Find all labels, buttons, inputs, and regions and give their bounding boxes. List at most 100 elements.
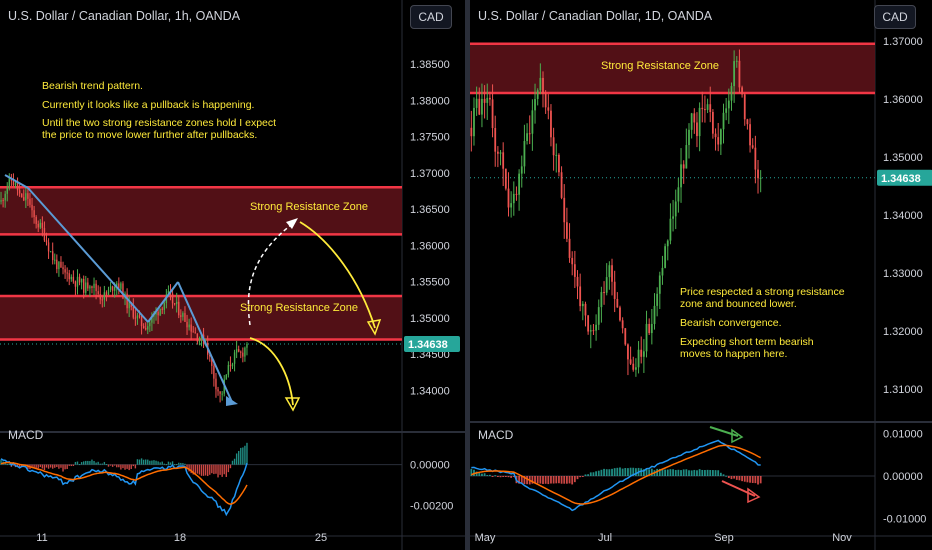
left-macd-histogram-bar xyxy=(244,445,246,465)
right-candle xyxy=(674,201,677,217)
left-macd-histogram-bar xyxy=(105,464,108,466)
left-candle xyxy=(161,308,163,310)
right-candle xyxy=(528,133,531,135)
left-macd-histogram-bar xyxy=(83,461,85,465)
left-macd-histogram-bar xyxy=(171,461,174,465)
left-macd-histogram-bar xyxy=(99,463,101,465)
left-macd-histogram-bar xyxy=(134,464,137,469)
left-candle xyxy=(70,276,72,280)
right-x-tick-label: Sep xyxy=(714,532,734,544)
left-macd-histogram-bar xyxy=(60,464,62,468)
right-candle xyxy=(502,152,505,169)
right-candle xyxy=(749,124,751,146)
right-candle xyxy=(515,193,518,195)
right-macd-histogram-bar xyxy=(489,474,491,476)
left-x-tick-label: 25 xyxy=(315,532,327,544)
left-candle xyxy=(87,282,89,289)
right-macd-divergence-up xyxy=(709,426,739,437)
right-macd-histogram-bar xyxy=(722,474,725,476)
right-macd-histogram-bar xyxy=(579,476,582,478)
right-candle xyxy=(555,154,558,156)
left-candle xyxy=(149,322,151,327)
left-candle xyxy=(138,315,141,317)
right-macd-histogram-bar xyxy=(725,475,728,477)
right-candle xyxy=(489,97,491,100)
right-chart-svg[interactable]: 1.37000 1.36000 1.35000 1.34000 1.33000 1.320… xyxy=(470,0,932,550)
left-macd-histogram-bar xyxy=(231,460,234,465)
left-candle xyxy=(238,349,240,352)
right-macd-histogram-bar xyxy=(605,469,608,476)
left-candle xyxy=(136,315,139,319)
right-macd-histogram-bar xyxy=(677,469,680,476)
left-macd-histogram-bar xyxy=(101,463,103,465)
right-macd-histogram-bar xyxy=(576,476,579,480)
left-candle xyxy=(194,332,196,334)
right-currency-button[interactable]: CAD xyxy=(874,5,916,29)
left-resistance-zone-1 xyxy=(0,187,402,235)
left-y-tick-label: 1.38500 xyxy=(410,59,450,71)
left-candle xyxy=(163,302,165,310)
right-macd-label: MACD xyxy=(478,428,514,442)
left-candle xyxy=(33,210,35,217)
right-macd-histogram-bar xyxy=(558,476,560,484)
right-macd-histogram-bar xyxy=(507,476,510,478)
right-macd-histogram-bar xyxy=(616,467,619,476)
right-candle xyxy=(682,164,685,169)
left-macd-histogram-bar xyxy=(145,459,147,465)
left-candle xyxy=(39,222,41,228)
right-candle xyxy=(523,140,526,167)
left-macd-histogram-bar xyxy=(238,450,240,465)
right-candle xyxy=(534,98,536,111)
right-candle xyxy=(616,298,619,308)
left-macd-histogram-bar xyxy=(52,464,54,469)
right-note-line2: zone and bounced lower. xyxy=(680,298,797,310)
right-candle xyxy=(645,323,648,352)
left-candle xyxy=(93,283,95,289)
right-candle xyxy=(605,277,608,293)
left-macd-label: MACD xyxy=(8,428,44,442)
right-candle xyxy=(499,152,502,154)
right-macd-histogram-bar xyxy=(619,467,621,476)
left-candle xyxy=(72,276,75,282)
right-macd-histogram-bar xyxy=(539,476,542,484)
right-candle xyxy=(481,98,483,115)
left-candle xyxy=(151,316,153,323)
right-macd-histogram-bar xyxy=(475,471,478,476)
right-chart-panel[interactable]: 1.37000 1.36000 1.35000 1.34000 1.33000 1.320… xyxy=(470,0,932,550)
left-candle xyxy=(58,261,60,270)
left-currency-button[interactable]: CAD xyxy=(410,5,452,29)
left-macd-histogram-bar xyxy=(107,464,110,467)
right-macd-histogram-bar xyxy=(560,476,563,484)
left-candle xyxy=(45,240,48,243)
right-candle xyxy=(693,113,696,123)
right-candle xyxy=(690,113,693,130)
right-candle xyxy=(619,307,621,321)
left-macd-histogram-bar xyxy=(103,461,106,465)
right-macd-histogram-bar xyxy=(523,476,526,485)
right-macd-histogram-bar xyxy=(481,473,483,476)
right-note-line4: Expecting short term bearish xyxy=(680,336,814,348)
left-macd-histogram-bar xyxy=(97,461,99,465)
right-candle xyxy=(542,77,544,94)
right-candle xyxy=(717,137,720,145)
right-macd-histogram-bar xyxy=(656,468,659,476)
left-macd-histogram-bar xyxy=(209,464,211,475)
left-macd-histogram-bar xyxy=(221,464,223,477)
right-y-tick-label: 1.37000 xyxy=(883,36,923,48)
left-candle xyxy=(134,317,137,319)
left-chart-svg[interactable]: 1.38500 1.38000 1.37500 1.37000 1.36500 1.360… xyxy=(0,0,465,550)
panel-divider[interactable] xyxy=(465,0,470,550)
left-chart-panel[interactable]: 1.38500 1.38000 1.37500 1.37000 1.36500 1.360… xyxy=(0,0,465,550)
right-macd-histogram-bar xyxy=(706,469,709,476)
left-candle xyxy=(18,190,21,194)
right-candle xyxy=(688,129,690,146)
left-candle xyxy=(116,283,118,287)
left-macd-histogram-bar xyxy=(246,442,248,465)
left-macd-histogram-bar xyxy=(64,464,66,470)
right-macd-histogram-bar xyxy=(682,469,685,476)
left-candle xyxy=(47,242,50,252)
right-price-tag xyxy=(877,169,932,186)
right-candle xyxy=(656,293,659,306)
left-macd-histogram-bar xyxy=(147,459,149,465)
left-macd-histogram-bar xyxy=(142,459,145,465)
